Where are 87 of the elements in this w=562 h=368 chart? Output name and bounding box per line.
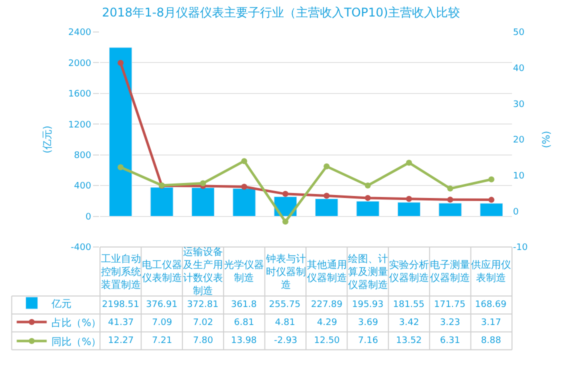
- data-label: 181.55: [393, 300, 424, 310]
- y2-tick-label: 30: [513, 100, 525, 110]
- x-tick-label: 光学仪器制造: [224, 259, 264, 284]
- x-tick-label: 电工仪器仪表制造: [142, 259, 182, 284]
- y2-tick-label: 50: [513, 28, 525, 38]
- y2-tick-label: -10: [513, 243, 528, 254]
- data-label: 7.16: [358, 336, 378, 346]
- data-label: 4.29: [317, 318, 338, 328]
- y-tick-label: 800: [74, 151, 92, 162]
- bar: [356, 200, 380, 217]
- point: [241, 158, 248, 164]
- data-label: 361.8: [231, 300, 258, 310]
- data-label: 2198.51: [102, 300, 140, 310]
- x-tick-label: 电子测量仪器制造: [430, 259, 470, 284]
- bar: [397, 202, 421, 217]
- bar: [150, 187, 174, 217]
- y-tick-label: 2000: [68, 58, 92, 69]
- point: [324, 163, 330, 170]
- bar: [438, 202, 462, 217]
- y-tick-label: 400: [74, 182, 92, 192]
- point: [447, 186, 454, 192]
- bar: [315, 198, 338, 217]
- legend-label: 亿元: [50, 298, 72, 310]
- bar: [191, 187, 215, 217]
- bar: [109, 47, 132, 217]
- legend-label: 占比（%）: [52, 316, 102, 329]
- data-label: 376.91: [146, 300, 178, 310]
- legend-label: 同比（%）: [52, 336, 102, 348]
- data-label: 227.89: [311, 300, 343, 310]
- point: [447, 196, 454, 203]
- point: [118, 60, 124, 66]
- data-label: 12.50: [314, 336, 340, 346]
- y2-tick-label: 0: [513, 207, 519, 218]
- point: [118, 164, 124, 170]
- y-tick-label: -400: [70, 243, 92, 254]
- data-label: 7.80: [193, 336, 214, 346]
- point: [406, 160, 412, 166]
- bar: [480, 203, 503, 217]
- data-label: 4.81: [275, 318, 296, 328]
- data-label: 41.37: [108, 318, 134, 328]
- x-tick-label: 供应用仪表制造: [471, 259, 511, 284]
- bar: [232, 188, 256, 217]
- x-tick-label: 绘图、计算及测量仪器制造: [348, 253, 388, 291]
- data-label: 372.81: [187, 300, 218, 310]
- data-label: 7.09: [152, 318, 172, 328]
- data-label: 12.27: [108, 336, 134, 346]
- point: [282, 218, 288, 225]
- data-label: 3.42: [399, 318, 420, 328]
- x-tick-label: 工业自动控制系统装置制造: [101, 253, 141, 291]
- data-label: 8.88: [481, 336, 502, 346]
- data-label: 3.23: [440, 318, 460, 328]
- point: [200, 180, 206, 186]
- data-label: 168.69: [475, 300, 507, 310]
- y-tick-label: 2400: [68, 28, 92, 38]
- y-tick-label: 1200: [68, 120, 92, 130]
- y2-tick-label: 20: [513, 136, 525, 146]
- y2-tick-label: 10: [513, 171, 525, 182]
- x-tick-label: 其他通用仪器制造: [307, 259, 347, 284]
- x-tick-label: 钟表与计时仪器制造: [265, 253, 306, 291]
- data-label: 6.81: [234, 318, 254, 328]
- point: [364, 182, 371, 189]
- data-label: 13.98: [231, 336, 258, 346]
- data-label: 13.52: [396, 336, 422, 346]
- chart-title: 2018年1-8月仪器仪表主要子行业（主营收入TOP10)主营收入比较: [102, 5, 460, 20]
- y2-tick-label: 40: [513, 64, 525, 74]
- x-tick-label: 实验分析仪器制造: [389, 259, 429, 284]
- data-label: -2.93: [274, 336, 298, 346]
- x-tick-label: 运输设备及生产用计数仪表制造: [183, 246, 223, 297]
- data-label: 171.75: [434, 300, 466, 310]
- point: [488, 176, 494, 182]
- point: [324, 192, 330, 199]
- point: [488, 196, 494, 203]
- y2-axis-title: (%): [541, 130, 552, 148]
- y-tick-label: 0: [85, 212, 92, 222]
- data-label: 3.69: [358, 318, 378, 328]
- data-label: 255.75: [269, 300, 300, 310]
- data-label: 6.31: [440, 336, 460, 346]
- point: [406, 196, 412, 202]
- point: [364, 194, 371, 201]
- y-axis-title: (亿元): [42, 126, 54, 154]
- data-label: 7.02: [193, 318, 214, 328]
- data-label: 195.93: [352, 300, 384, 310]
- data-label: 3.17: [481, 318, 502, 328]
- point: [241, 184, 248, 190]
- data-label: 7.21: [152, 336, 172, 346]
- y-tick-label: 1600: [68, 90, 92, 100]
- point: [282, 190, 288, 197]
